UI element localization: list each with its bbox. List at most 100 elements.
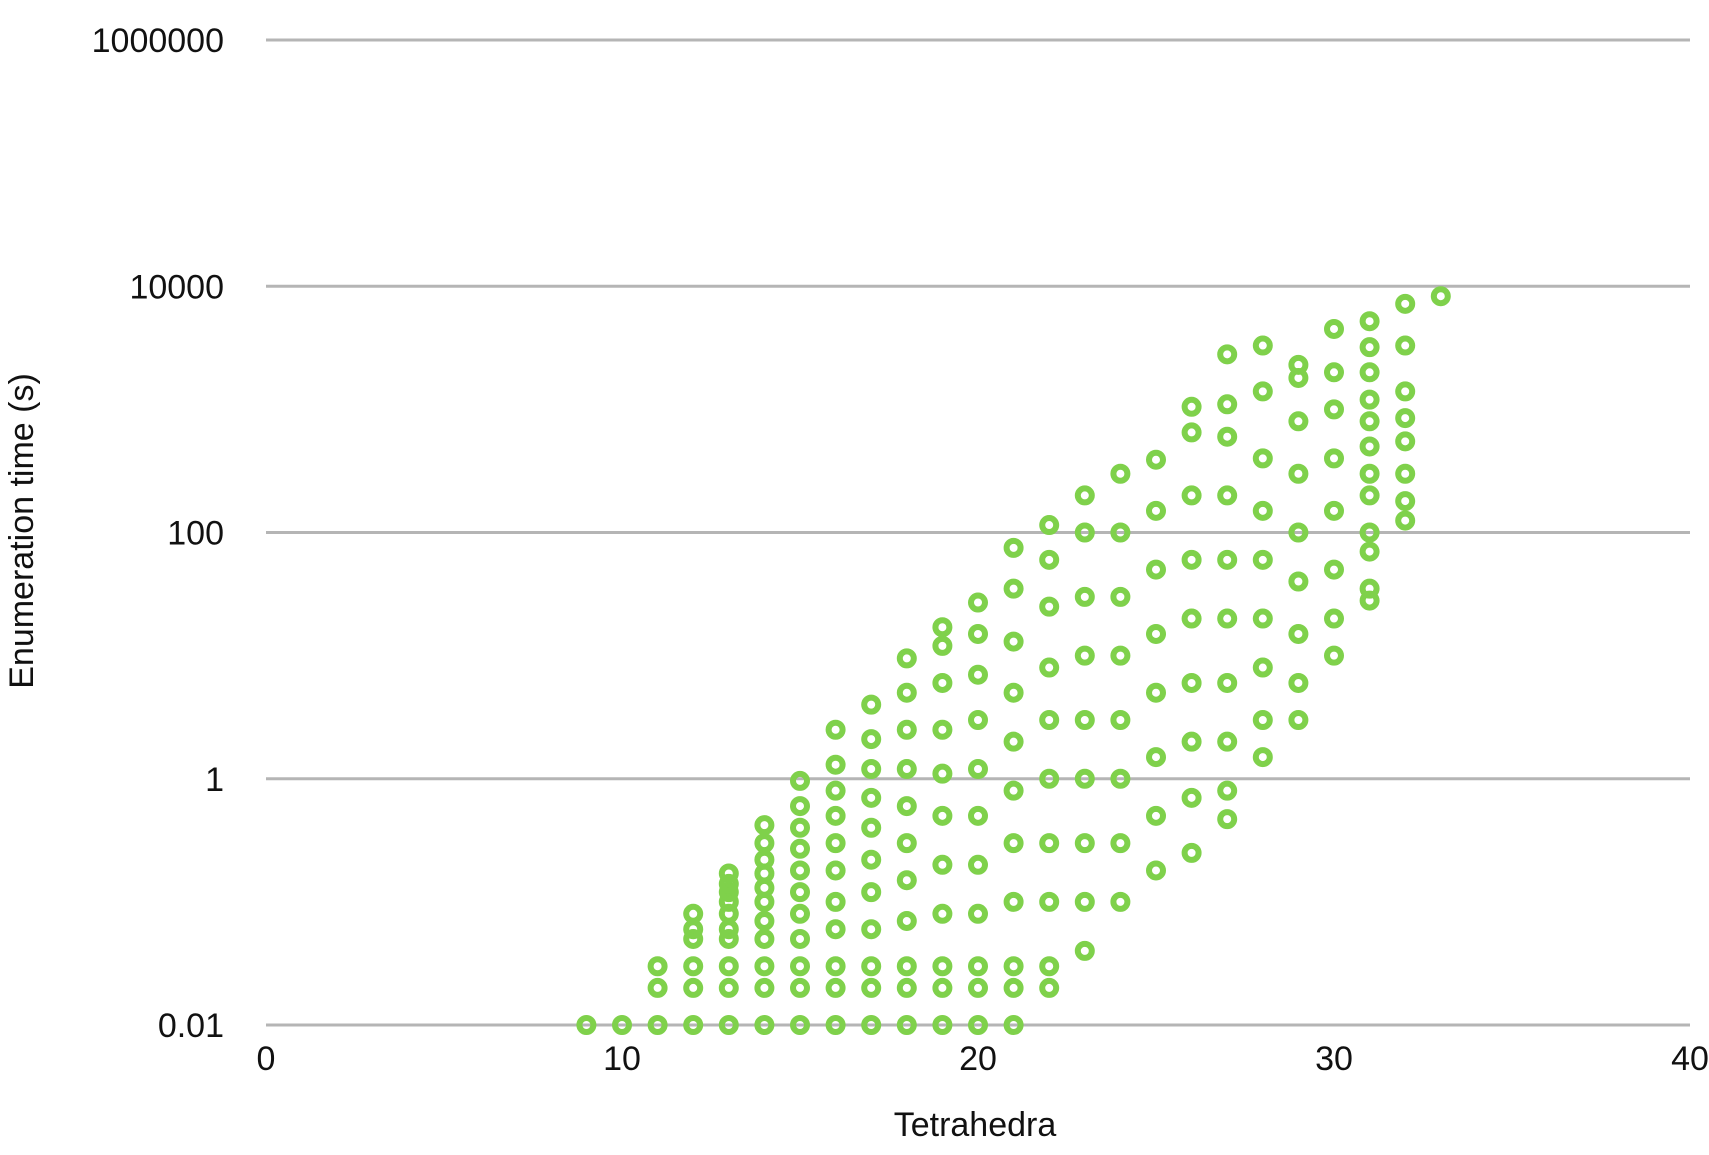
data-point — [1359, 578, 1380, 599]
data-point — [1146, 860, 1166, 881]
data-point — [1217, 608, 1238, 629]
data-point — [861, 977, 882, 998]
data-point — [1359, 337, 1380, 358]
x-tick-label: 20 — [959, 1040, 997, 1078]
data-point — [932, 903, 953, 924]
data-point — [1181, 422, 1202, 443]
data-point — [1181, 549, 1202, 570]
data-point — [1395, 431, 1416, 452]
data-point — [1110, 768, 1131, 789]
x-tick-label: 40 — [1671, 1040, 1709, 1078]
data-point — [1003, 780, 1024, 801]
data-point — [825, 1015, 846, 1035]
data-point — [1181, 731, 1202, 752]
data-point — [825, 977, 846, 998]
data-point — [1039, 956, 1060, 977]
data-point — [1074, 522, 1095, 543]
data-point — [1003, 891, 1024, 912]
x-tick-label: 30 — [1315, 1040, 1353, 1078]
data-point — [1252, 657, 1273, 678]
y-tick-label: 1000000 — [92, 22, 224, 60]
data-point — [861, 1015, 882, 1035]
data-point — [825, 860, 846, 881]
data-point — [1074, 891, 1095, 912]
data-point — [825, 891, 846, 912]
data-point — [1395, 491, 1416, 512]
data-point — [1181, 608, 1202, 629]
data-point — [1359, 541, 1380, 562]
data-point — [1074, 768, 1095, 789]
data-point — [968, 977, 988, 998]
data-point — [968, 623, 988, 644]
data-point — [1146, 747, 1166, 768]
data-point — [896, 796, 917, 817]
data-point — [861, 919, 882, 940]
data-point — [861, 882, 882, 903]
x-axis-title: Tetrahedra — [894, 1106, 1057, 1144]
data-point — [1110, 463, 1131, 484]
data-point — [718, 956, 739, 977]
data-point — [932, 977, 953, 998]
y-tick-label: 100 — [167, 515, 224, 553]
data-point — [1252, 710, 1273, 731]
data-point — [896, 648, 917, 669]
data-point — [790, 928, 810, 949]
data-point — [1359, 311, 1380, 332]
data-point — [1324, 645, 1344, 666]
data-point — [1074, 710, 1095, 731]
data-point — [1003, 833, 1024, 854]
data-point — [1039, 549, 1060, 570]
data-point — [718, 928, 739, 949]
data-point — [1395, 463, 1416, 484]
data-point — [718, 977, 739, 998]
data-point — [790, 838, 810, 859]
data-point — [1146, 449, 1166, 470]
data-point — [1324, 559, 1344, 580]
data-point — [790, 796, 810, 817]
data-point — [1039, 891, 1060, 912]
data-point — [576, 1015, 597, 1035]
data-point — [1003, 1015, 1024, 1035]
data-point — [1359, 485, 1380, 506]
data-point — [896, 977, 917, 998]
data-point — [861, 694, 882, 715]
data-point — [1217, 549, 1238, 570]
data-point — [932, 672, 953, 693]
data-point — [1324, 318, 1344, 339]
data-point — [932, 635, 953, 656]
data-point — [1359, 522, 1380, 543]
data-point — [790, 860, 810, 881]
data-point — [754, 928, 775, 949]
data-point — [1146, 682, 1166, 703]
y-axis-tick-labels: 0.01 1 100 10000 1000000 — [92, 22, 224, 1045]
data-point — [861, 956, 882, 977]
data-point — [1039, 833, 1060, 854]
data-point — [754, 849, 775, 870]
data-point — [1039, 977, 1060, 998]
data-point — [1181, 485, 1202, 506]
data-point — [1252, 608, 1273, 629]
data-point — [1252, 500, 1273, 521]
data-point — [647, 956, 668, 977]
data-point — [1110, 891, 1131, 912]
data-point — [790, 770, 810, 791]
data-point — [1252, 381, 1273, 402]
data-point — [1252, 335, 1273, 356]
data-point — [1181, 396, 1202, 417]
data-point — [861, 759, 882, 780]
data-point — [896, 759, 917, 780]
data-point — [1003, 537, 1024, 558]
data-point — [1252, 549, 1273, 570]
y-axis-title: Enumeration time (s) — [3, 373, 41, 689]
data-point — [1217, 809, 1238, 830]
data-point — [1110, 645, 1131, 666]
y-tick-label: 10000 — [129, 268, 224, 306]
data-point — [1252, 448, 1273, 469]
x-tick-label: 0 — [257, 1040, 276, 1078]
data-point — [790, 817, 810, 838]
data-point — [968, 903, 988, 924]
data-point — [825, 780, 846, 801]
data-point — [1039, 596, 1060, 617]
data-point — [968, 759, 988, 780]
